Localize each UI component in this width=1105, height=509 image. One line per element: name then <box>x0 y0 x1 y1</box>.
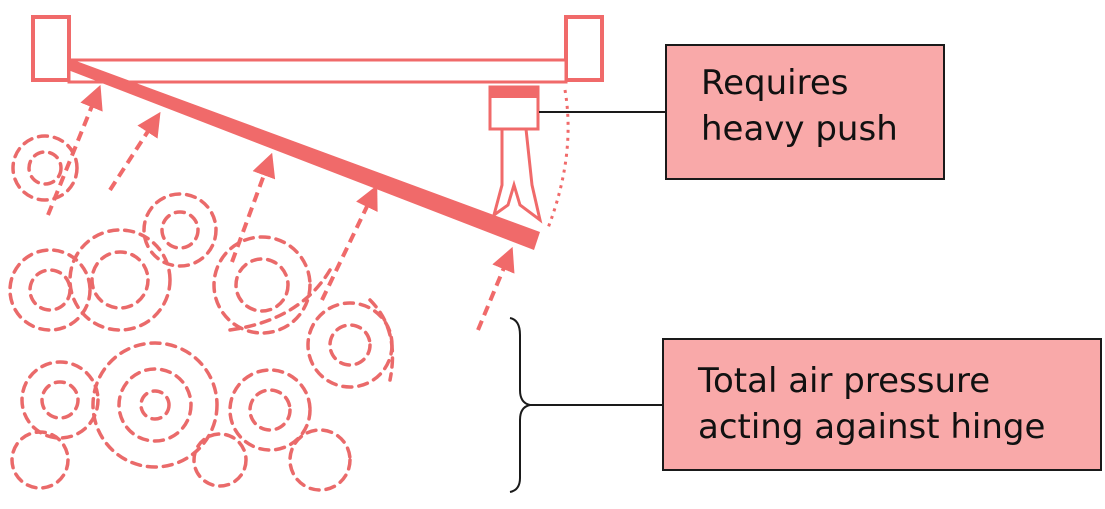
frame-header <box>67 58 568 84</box>
pressure-arrows <box>46 84 515 331</box>
door-leaf <box>68 58 540 250</box>
pressure-arrow <box>230 152 276 263</box>
door-closer <box>488 85 570 229</box>
door-frame <box>31 15 604 84</box>
callout-push-line2: heavy push <box>701 109 898 149</box>
left-frame-post <box>31 15 71 82</box>
callout-pressure-line2: acting against hinge <box>698 407 1046 447</box>
pressure-brace <box>509 317 531 493</box>
pressure-arrow <box>320 185 378 301</box>
total-air-pressure-callout: Total air pressure acting against hinge <box>662 338 1102 471</box>
pressure-arrow <box>476 246 515 331</box>
right-frame-post <box>564 15 604 82</box>
air-swirls <box>8 134 395 492</box>
callout-pressure-line1: Total air pressure <box>698 361 991 401</box>
pressure-arrow <box>108 111 161 192</box>
callout-push-line1: Requires <box>701 63 849 103</box>
requires-heavy-push-callout: Requires heavy push <box>665 44 945 180</box>
pressure-arrow <box>46 84 103 216</box>
